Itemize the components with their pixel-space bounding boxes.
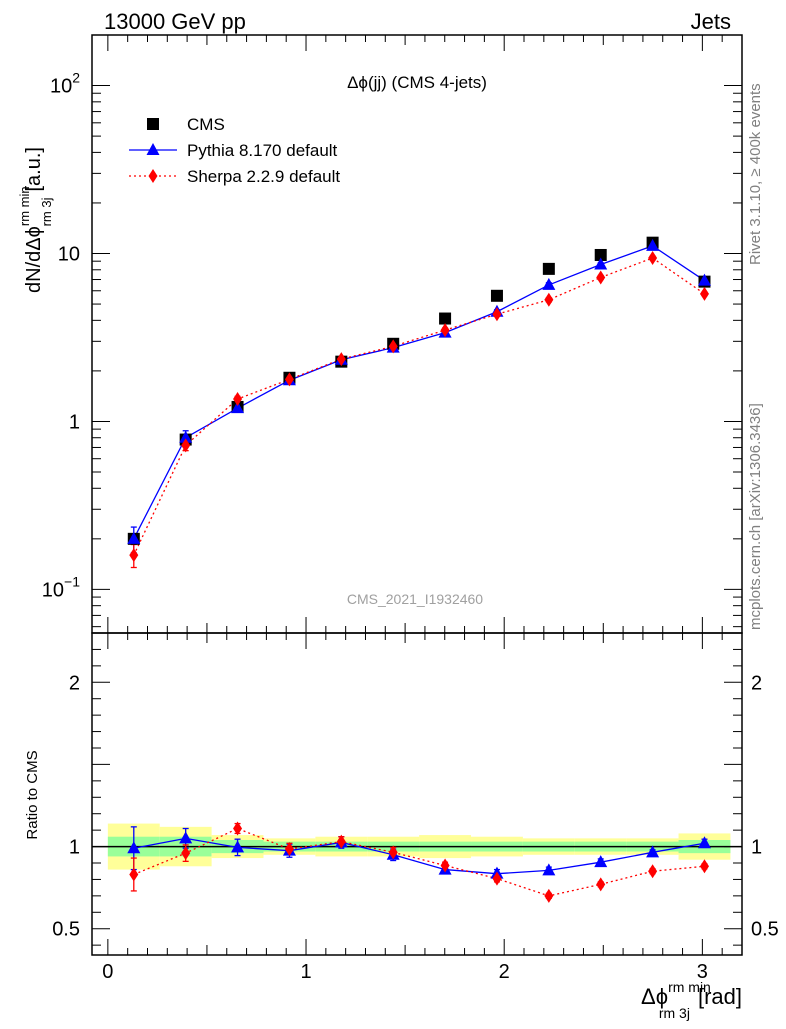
ratio-point-sherpa-2-2-9-default-2 [233, 821, 243, 836]
ratio-point-sherpa-2-2-9-default-3 [284, 842, 294, 857]
ratio-y-tick-label-left: 2 [69, 672, 80, 694]
x-tick-label: 2 [499, 961, 510, 983]
ratio-point-pythia-8-170-default-9 [594, 855, 608, 868]
main-y-tick-label: 1 [69, 411, 80, 433]
main-ylabel-unit: [a.u.] [23, 147, 45, 191]
main-y-tick-label: 10 [58, 244, 80, 266]
main-point-sherpa-2-2-9-default-0 [129, 548, 139, 563]
main-point-sherpa-2-2-9-default-1 [181, 438, 191, 453]
main-point-sherpa-2-2-9-default-2 [233, 392, 243, 407]
main-point-sherpa-2-2-9-default-7 [492, 307, 502, 322]
legend-marker-cms [147, 118, 159, 130]
ratio-point-sherpa-2-2-9-default-0 [129, 867, 139, 882]
main-ylabel-sup: rm min [17, 186, 32, 226]
main-point-sherpa-2-2-9-default-5 [388, 339, 398, 354]
ratio-panel-frame [91, 632, 743, 956]
xlabel-sub: rm 3j [659, 1005, 690, 1021]
main-point-pythia-8-170-default-0 [127, 531, 141, 544]
header-right: Jets [691, 9, 731, 34]
main-point-sherpa-2-2-9-default-8 [544, 292, 554, 307]
series-markers [127, 236, 711, 903]
ratio-point-pythia-8-170-default-11 [697, 836, 711, 849]
ratio-point-sherpa-2-2-9-default-10 [648, 864, 658, 879]
main-point-pythia-8-170-default-11 [697, 273, 711, 286]
ratio-y-tick-label-right: 2 [751, 672, 762, 694]
ratio-ylabel: Ratio to CMS [24, 750, 41, 839]
x-tick-label: 1 [300, 961, 311, 983]
main-point-pythia-8-170-default-10 [646, 238, 660, 251]
legend-marker-sherpa-2-2-9-default [148, 169, 158, 183]
rivet-label: Rivet 3.1.10, ≥ 400k events [747, 83, 764, 265]
main-point-sherpa-2-2-9-default-3 [284, 372, 294, 387]
ratio-y-tick-label-left: 0.5 [52, 919, 80, 941]
main-point-sherpa-2-2-9-default-4 [336, 352, 346, 367]
ratio-point-sherpa-2-2-9-default-9 [596, 877, 606, 892]
main-y-tick-label: 102 [50, 70, 80, 98]
ratio-y-tick-label-left: 1 [69, 837, 80, 859]
ratio-point-sherpa-2-2-9-default-4 [336, 834, 346, 849]
ratio-point-sherpa-2-2-9-default-5 [388, 845, 398, 860]
x-tick-label: 3 [697, 961, 708, 983]
main-point-cms-7 [490, 289, 503, 302]
watermark: CMS_2021_I1932460 [347, 591, 483, 607]
xlabel-unit: [rad] [698, 984, 742, 1009]
ratio-line-pythia-8-170-default [133, 837, 705, 875]
main-y-tick-base: 10 [50, 76, 72, 98]
legend-label-sherpa-2-2-9-default: Sherpa 2.2.9 default [187, 167, 340, 186]
main-y-tick-exponent: 2 [72, 70, 80, 86]
ratio-point-pythia-8-170-default-1 [179, 831, 193, 844]
axes-frames [91, 34, 743, 956]
ratio-point-sherpa-2-2-9-default-1 [181, 846, 191, 861]
main-y-tick-exponent: −1 [64, 573, 80, 589]
chart-title: Δϕ(jj) (CMS 4-jets) [347, 73, 487, 92]
main-point-pythia-8-170-default-8 [542, 277, 556, 290]
main-point-cms-8 [542, 262, 555, 275]
ratio-bands [92, 823, 742, 870]
error-bars [130, 243, 708, 899]
ratio-point-pythia-8-170-default-2 [231, 840, 245, 853]
ratio-point-sherpa-2-2-9-default-6 [440, 858, 450, 873]
main-ylabel-main: dN/dΔϕ [23, 226, 45, 293]
main-point-sherpa-2-2-9-default-10 [648, 251, 658, 266]
series-lines [133, 245, 705, 897]
main-line-sherpa-2-2-9-default [133, 257, 705, 556]
ratio-y-tick-label-right: 1 [751, 837, 762, 859]
ratio-y-tick-label-right: 0.5 [751, 919, 779, 941]
main-point-sherpa-2-2-9-default-11 [699, 286, 709, 301]
legend-marker-pythia-8-170-default [146, 143, 160, 155]
header-left: 13000 GeV pp [104, 9, 246, 34]
main-y-tick-base: 1 [69, 411, 80, 433]
main-point-pythia-8-170-default-9 [594, 257, 608, 270]
legend: CMS Pythia 8.170 default Sherpa 2.2.9 defa… [129, 115, 340, 186]
xlabel-main: Δϕ [641, 984, 668, 1009]
main-y-tick-base: 10 [42, 579, 64, 601]
ratio-point-sherpa-2-2-9-default-8 [544, 888, 554, 903]
main-y-tick-base: 10 [58, 244, 80, 266]
main-point-pythia-8-170-default-2 [231, 401, 245, 414]
main-point-cms-6 [439, 312, 452, 325]
legend-label-pythia-8-170-default: Pythia 8.170 default [187, 141, 338, 160]
ratio-point-pythia-8-170-default-0 [127, 841, 141, 854]
main-point-sherpa-2-2-9-default-9 [596, 270, 606, 285]
main-point-cms-9 [594, 248, 607, 261]
ratio-point-pythia-8-170-default-8 [542, 863, 556, 876]
xlabel: Δϕrm min rm 3j [rad] [641, 979, 742, 1021]
main-ylabel: dN/dΔϕrm min rm 3j [a.u.] [17, 147, 54, 293]
ratio-point-sherpa-2-2-9-default-7 [492, 871, 502, 886]
main-point-pythia-8-170-default-1 [179, 430, 193, 443]
x-tick-label: 0 [102, 961, 113, 983]
ratio-point-sherpa-2-2-9-default-11 [699, 859, 709, 874]
mcplots-label: mcplots.cern.ch [arXiv:1306.3436] [747, 403, 764, 630]
ratio-point-pythia-8-170-default-10 [646, 845, 660, 858]
main-ylabel-sub: rm 3j [39, 197, 54, 226]
main-y-tick-label: 10−1 [42, 573, 80, 601]
legend-label-cms: CMS [187, 115, 225, 134]
main-point-sherpa-2-2-9-default-6 [440, 323, 450, 338]
xlabel-sup: rm min [668, 979, 711, 995]
ratio-line-sherpa-2-2-9-default [133, 827, 705, 897]
main-line-pythia-8-170-default [133, 245, 705, 540]
